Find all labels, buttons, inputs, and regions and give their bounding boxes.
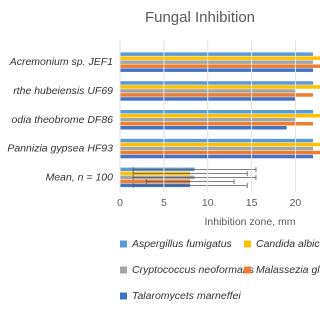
chart-title: Fungal Inhibition — [145, 9, 255, 26]
y-tick-label: odia theobrome DF86 — [11, 114, 113, 126]
legend-label: Cryptococcus neoformans — [132, 264, 255, 276]
legend-label: Malassezia globosa — [256, 264, 320, 276]
legend-swatch — [120, 292, 127, 300]
error-bar — [145, 179, 235, 185]
y-tick-label: rthe hubeiensis UF69 — [13, 85, 113, 97]
legend-label: Aspergillus fumigatus — [131, 238, 233, 250]
bar — [120, 85, 320, 89]
legend-swatch — [244, 240, 251, 248]
bar — [120, 142, 320, 147]
bar — [120, 64, 320, 68]
plot-area — [120, 52, 320, 189]
legend-label: Talaromycets marneffei — [132, 290, 241, 302]
y-tick-label: Pannizia gypsea HF93 — [7, 143, 113, 155]
bar — [120, 93, 313, 97]
legend-swatch — [120, 240, 127, 248]
x-axis-title: Inhibition zone, mm — [204, 216, 295, 228]
x-tick-label: 0 — [117, 197, 123, 209]
x-tick-label: 5 — [161, 197, 167, 209]
bar — [120, 110, 313, 114]
bar — [120, 60, 313, 64]
bar — [120, 146, 313, 151]
y-tick-label: Mean, n = 100 — [46, 171, 114, 183]
bar — [120, 52, 313, 56]
legend-label: Candida albicans — [256, 238, 320, 250]
bar — [120, 122, 313, 126]
y-tick-label: Acremonium sp. JEF1 — [9, 56, 113, 68]
bar — [120, 114, 320, 118]
bar — [120, 126, 287, 130]
error-bar — [132, 183, 248, 189]
bar — [120, 138, 313, 143]
x-tick-label: 20 — [290, 197, 302, 209]
bar — [120, 154, 313, 159]
bar — [120, 56, 320, 60]
bar — [120, 150, 320, 155]
legend-swatch — [244, 266, 251, 274]
bar — [120, 68, 313, 72]
bar — [120, 81, 313, 85]
x-tick-label: 10 — [202, 197, 214, 209]
legend-swatch — [120, 266, 127, 274]
x-tick-label: 15 — [246, 197, 258, 209]
error-bar — [132, 175, 257, 181]
